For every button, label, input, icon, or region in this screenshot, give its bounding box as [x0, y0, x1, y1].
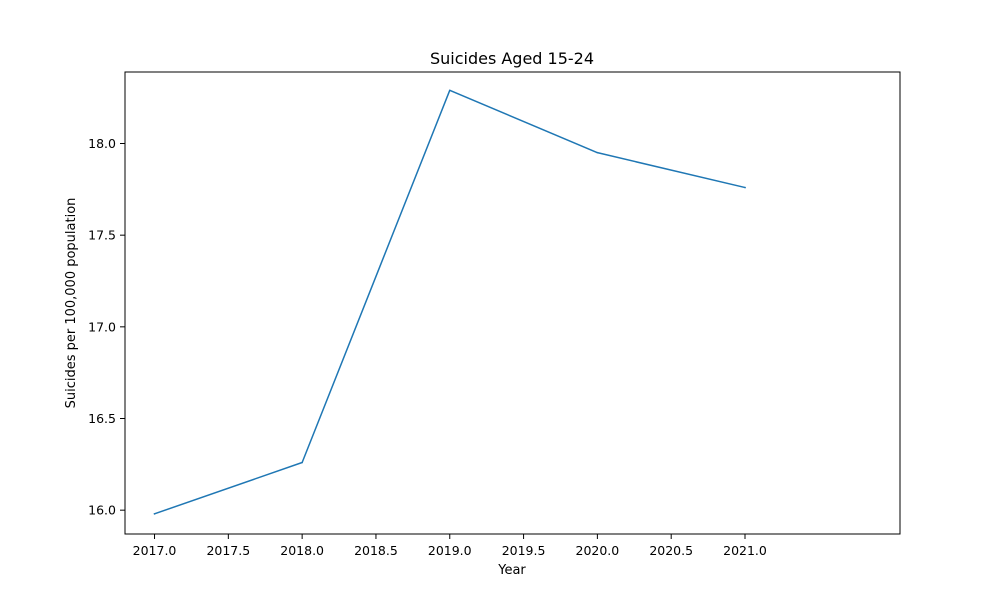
data-point — [153, 513, 156, 515]
x-axis-label: Year — [497, 563, 526, 578]
y-tick-label: 17.0 — [88, 319, 116, 334]
data-point — [596, 151, 599, 154]
plot-frame — [124, 71, 901, 535]
x-tick-label: 2017.0 — [133, 543, 177, 558]
data-point — [449, 89, 451, 92]
y-tick-label: 16.0 — [88, 503, 116, 518]
y-tick-label: 16.5 — [88, 411, 116, 426]
data-point — [744, 186, 746, 189]
x-tick-label: 2018.0 — [280, 543, 324, 558]
x-tick-label: 2017.5 — [206, 543, 250, 558]
chart-title: Suicides Aged 15-24 — [430, 49, 594, 68]
y-axis-label: Suicides per 100,000 population — [64, 198, 79, 409]
x-tick-label: 2019.5 — [502, 543, 546, 558]
series-points — [153, 89, 746, 515]
y-axis-ticks: 16.0 16.5 17.0 17.5 18.0 — [88, 136, 125, 518]
x-tick-label: 2019.0 — [428, 543, 472, 558]
x-axis-ticks: 2017.0 2017.5 2018.0 2018.5 2019.0 2019.5 2020… — [133, 534, 767, 558]
x-tick-label: 2020.0 — [576, 543, 620, 558]
x-tick-label: 2020.5 — [649, 543, 693, 558]
x-tick-label: 2018.5 — [354, 543, 398, 558]
y-tick-label: 17.5 — [88, 228, 116, 243]
data-point — [301, 461, 303, 464]
x-tick-label: 2021.0 — [723, 543, 767, 558]
plot-area — [125, 72, 900, 534]
y-tick-label: 18.0 — [88, 136, 116, 151]
